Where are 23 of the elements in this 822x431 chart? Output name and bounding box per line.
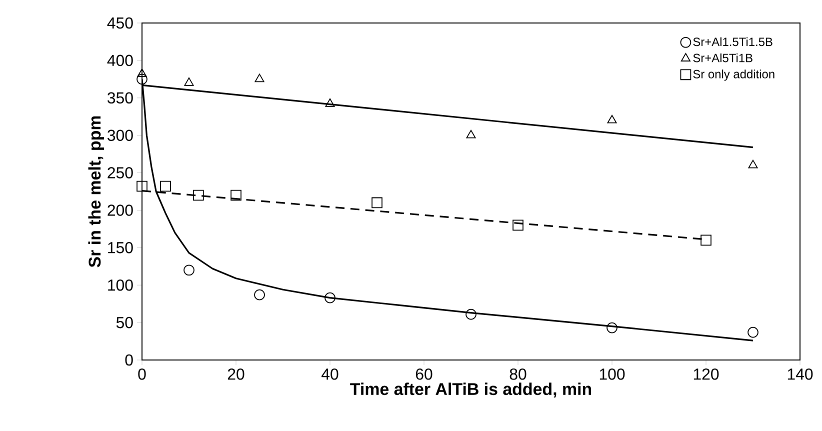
- y-tick-label: 200: [108, 204, 133, 216]
- y-tick-label: 450: [107, 17, 133, 29]
- y-tick-label: 150: [108, 242, 133, 254]
- x-tick-label: 0: [138, 368, 146, 380]
- x-tick-label: 60: [416, 368, 432, 380]
- y-tick-label: 250: [108, 167, 133, 178]
- legend-label: Sr+Al5Ti1B: [693, 53, 752, 62]
- x-tick-label: 80: [510, 368, 526, 380]
- y-tick-label: 300: [108, 130, 133, 141]
- y-tick-label: 100: [108, 279, 133, 291]
- x-axis-title: Time after AlTiB is added, min: [350, 382, 592, 398]
- legend-label: Sr+Al1.5Ti1.5B: [693, 37, 772, 46]
- x-tick-label: 40: [321, 368, 338, 380]
- x-tick-label: 120: [694, 368, 719, 380]
- y-tick-label: 0: [125, 354, 133, 366]
- x-tick-label: 20: [228, 368, 244, 380]
- x-tick-label: 140: [788, 368, 813, 380]
- y-tick-label: 50: [116, 316, 133, 328]
- y-tick-label: 400: [107, 54, 133, 66]
- y-axis-title: Sr in the melt, ppm: [88, 116, 104, 268]
- x-tick-label: 100: [600, 368, 625, 380]
- legend-label: Sr only addition: [693, 70, 774, 81]
- y-tick-label: 350: [108, 92, 133, 104]
